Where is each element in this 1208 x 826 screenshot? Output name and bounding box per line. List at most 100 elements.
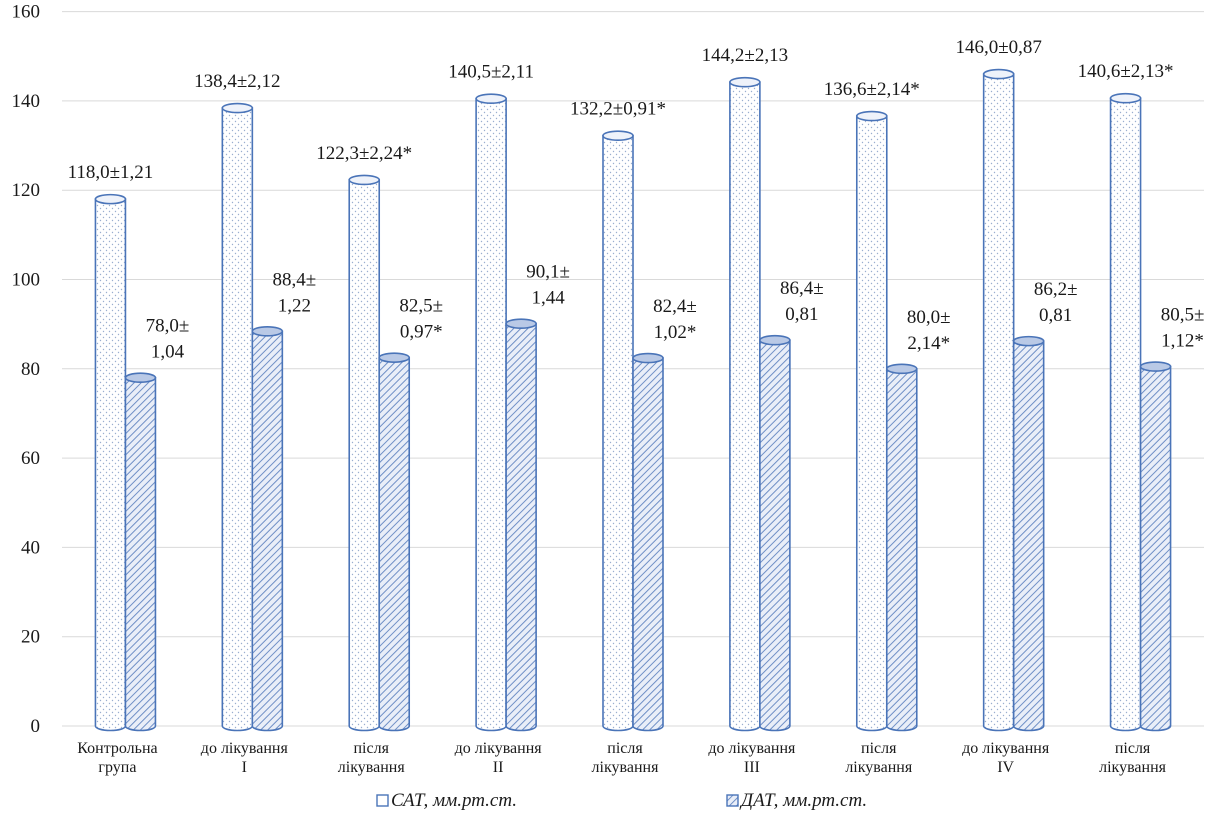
bar-dat: [251, 325, 284, 732]
bar-top: [378, 352, 411, 363]
bar-dat: [505, 318, 537, 732]
y-tick-label: 160: [12, 2, 41, 23]
bar-top: [602, 130, 634, 142]
legend: САТ, мм.рт.ст. ДАТ, мм.рт.ст.: [376, 790, 867, 811]
data-label-sat: 140,5±2,11: [448, 62, 534, 83]
bar-sat: [475, 93, 507, 732]
x-tick-label: до лікування: [201, 740, 289, 757]
bar-body: [1109, 97, 1142, 732]
bar-top: [885, 363, 918, 375]
bar-body: [602, 134, 634, 732]
data-label-dat: 90,1±: [526, 262, 570, 283]
bar-body: [1139, 365, 1172, 732]
bar-top: [855, 110, 888, 122]
x-tick-label: IV: [997, 759, 1014, 776]
data-label-dat: 1,44: [531, 288, 565, 309]
bar-top: [982, 68, 1015, 80]
data-label-dat: 2,14*: [907, 333, 950, 354]
data-label-dat: 88,4±: [272, 269, 316, 290]
data-label-dat: 82,5±: [399, 296, 443, 317]
bar-sat: [602, 130, 634, 732]
x-tick-label: після: [861, 740, 897, 757]
bar-body: [1012, 340, 1045, 732]
bar-dat: [632, 352, 664, 732]
data-label-sat: 138,4±2,12: [194, 71, 280, 92]
bar-body: [124, 376, 157, 732]
y-tick-label: 80: [21, 359, 40, 380]
y-tick-label: 0: [31, 716, 41, 737]
data-label-sat: 140,6±2,13*: [1078, 61, 1174, 82]
bar-sat: [855, 110, 888, 732]
y-tick-label: 140: [12, 91, 41, 112]
bar-body: [855, 115, 888, 732]
x-tick-label: після: [1115, 740, 1151, 757]
bar-top: [729, 76, 761, 88]
data-label-dat: 1,12*: [1161, 331, 1204, 352]
bar-dat: [759, 334, 791, 732]
x-tick-label: лікування: [845, 759, 913, 776]
data-label-sat: 146,0±0,87: [955, 37, 1041, 58]
bar-top: [1109, 92, 1142, 104]
bar-top: [759, 334, 791, 346]
data-label-dat: 86,4±: [780, 278, 824, 299]
data-labels: 118,0±1,21 78,0± 1,04 138,4±2,12 88,4± 1,22 12…: [68, 37, 1205, 363]
data-label-sat: 118,0±1,21: [68, 162, 154, 183]
x-tick-label: після: [607, 740, 643, 757]
x-tick-label: до лікування: [962, 740, 1050, 757]
data-label-dat: 0,97*: [400, 322, 443, 343]
bar-top: [475, 93, 507, 104]
legend-swatch-dat: [726, 794, 739, 807]
bar-top: [124, 372, 157, 384]
data-label-dat: 86,2±: [1034, 279, 1078, 300]
x-tick-label: до лікування: [455, 740, 543, 757]
bar-body: [94, 198, 127, 732]
bar-body: [982, 73, 1015, 732]
bar-top: [348, 174, 381, 186]
data-label-dat: 82,4±: [653, 296, 697, 317]
x-tick-label: група: [98, 759, 136, 776]
x-tick-label: до лікування: [708, 740, 796, 757]
bar-top: [505, 318, 537, 330]
bar-top: [251, 325, 284, 337]
y-tick-label: 40: [21, 537, 40, 558]
data-label-dat: 78,0±: [146, 316, 190, 337]
bar-dat: [124, 372, 157, 732]
bar-dat: [1139, 361, 1172, 732]
bar-top: [1012, 335, 1045, 347]
bar-sat: [1109, 92, 1142, 732]
x-tick-label: лікування: [338, 759, 406, 776]
x-tick-label: III: [744, 759, 760, 776]
bar-sat: [729, 76, 761, 732]
y-tick-label: 120: [12, 180, 41, 201]
bar-sat: [221, 102, 254, 732]
data-label-dat: 80,0±: [907, 307, 951, 328]
bar-body: [251, 330, 284, 732]
bar-body: [632, 357, 664, 732]
bar-sat: [982, 68, 1015, 732]
bar-dat: [1012, 335, 1045, 732]
bar-dat: [885, 363, 918, 732]
x-tick-label: I: [242, 759, 247, 776]
y-tick-label: 60: [21, 448, 40, 469]
x-tick-label: після: [353, 740, 389, 757]
bar-top: [94, 193, 127, 205]
y-axis-ticks: 0 20 40 60 80 100 120 140 160: [12, 2, 41, 737]
bar-top: [1139, 361, 1172, 372]
bar-body: [729, 81, 761, 732]
legend-swatch-sat: [376, 794, 389, 807]
bar-sat: [348, 174, 381, 732]
bars: [94, 68, 1172, 732]
bar-dat: [378, 352, 411, 732]
data-label-dat: 1,22: [278, 295, 311, 316]
bar-body: [348, 179, 381, 732]
bar-body: [759, 339, 791, 732]
x-tick-label: II: [493, 759, 504, 776]
legend-label-dat: ДАТ, мм.рт.ст.: [739, 790, 867, 811]
data-label-sat: 136,6±2,14*: [824, 79, 920, 100]
bar-sat: [94, 193, 127, 732]
data-label-dat: 0,81: [785, 304, 818, 325]
bar-body: [505, 322, 537, 732]
